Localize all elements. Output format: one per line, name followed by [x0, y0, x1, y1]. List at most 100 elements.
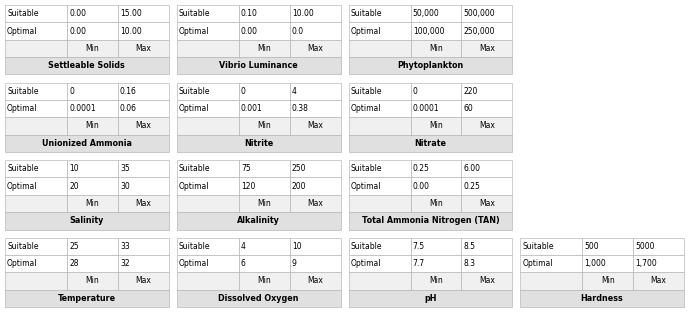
Bar: [5, 135, 169, 152]
Bar: [177, 160, 239, 177]
Text: 28: 28: [69, 259, 79, 268]
Text: 32: 32: [120, 259, 130, 268]
Text: Min: Min: [85, 199, 99, 208]
Bar: [5, 5, 68, 22]
Text: 6: 6: [241, 259, 246, 268]
Bar: [239, 195, 290, 212]
Text: Max: Max: [479, 122, 495, 130]
Bar: [411, 40, 462, 57]
Bar: [5, 40, 68, 57]
Bar: [177, 212, 340, 229]
Bar: [290, 40, 340, 57]
Bar: [5, 57, 169, 75]
Text: Suitable: Suitable: [7, 164, 39, 173]
Bar: [118, 83, 169, 100]
Bar: [349, 238, 411, 255]
Bar: [68, 83, 118, 100]
Bar: [118, 5, 169, 22]
Text: Vibrio Luminance: Vibrio Luminance: [219, 61, 298, 70]
Text: Max: Max: [136, 122, 152, 130]
Text: 0.25: 0.25: [464, 182, 480, 190]
Text: Max: Max: [479, 44, 495, 53]
Text: 4: 4: [241, 242, 246, 251]
Text: Optimal: Optimal: [351, 104, 381, 113]
Text: Max: Max: [307, 199, 323, 208]
Bar: [5, 22, 68, 40]
Bar: [118, 272, 169, 290]
Text: Unionized Ammonia: Unionized Ammonia: [42, 139, 132, 148]
Text: Phytoplankton: Phytoplankton: [398, 61, 464, 70]
Text: Temperature: Temperature: [58, 294, 116, 303]
Text: 0.0001: 0.0001: [413, 104, 440, 113]
Bar: [411, 100, 462, 117]
Bar: [68, 117, 118, 135]
Text: 7.5: 7.5: [413, 242, 425, 251]
Bar: [177, 195, 239, 212]
Bar: [290, 100, 340, 117]
Bar: [462, 238, 512, 255]
Bar: [177, 135, 340, 152]
Text: Alkalinity: Alkalinity: [237, 216, 280, 225]
Bar: [118, 255, 169, 272]
Text: Max: Max: [136, 199, 152, 208]
Text: Hardness: Hardness: [581, 294, 624, 303]
Bar: [349, 5, 411, 22]
Text: Min: Min: [258, 122, 271, 130]
Bar: [633, 238, 684, 255]
Bar: [290, 177, 340, 195]
Text: Min: Min: [429, 122, 443, 130]
Bar: [349, 135, 512, 152]
Bar: [118, 117, 169, 135]
Text: 0: 0: [241, 87, 246, 96]
Bar: [239, 238, 290, 255]
Bar: [349, 40, 411, 57]
Text: Min: Min: [258, 277, 271, 286]
Text: Optimal: Optimal: [7, 259, 37, 268]
Bar: [239, 22, 290, 40]
Bar: [68, 195, 118, 212]
Text: Max: Max: [307, 122, 323, 130]
Bar: [290, 238, 340, 255]
Bar: [177, 272, 239, 290]
Text: 0.001: 0.001: [241, 104, 263, 113]
Bar: [411, 83, 462, 100]
Text: Suitable: Suitable: [178, 242, 210, 251]
Bar: [177, 57, 340, 75]
Text: 10: 10: [69, 164, 79, 173]
Text: Min: Min: [429, 277, 443, 286]
Bar: [462, 195, 512, 212]
Bar: [411, 5, 462, 22]
Bar: [177, 177, 239, 195]
Text: Min: Min: [429, 44, 443, 53]
Text: Optimal: Optimal: [7, 26, 37, 35]
Bar: [290, 83, 340, 100]
Bar: [349, 117, 411, 135]
Bar: [633, 272, 684, 290]
Bar: [118, 100, 169, 117]
Bar: [177, 238, 239, 255]
Bar: [118, 40, 169, 57]
Text: 20: 20: [69, 182, 79, 190]
Bar: [118, 195, 169, 212]
Bar: [177, 22, 239, 40]
Bar: [349, 22, 411, 40]
Text: 60: 60: [464, 104, 473, 113]
Text: 50,000: 50,000: [413, 9, 440, 18]
Bar: [177, 83, 239, 100]
Bar: [349, 83, 411, 100]
Bar: [582, 238, 633, 255]
Text: 0.10: 0.10: [241, 9, 258, 18]
Text: 9: 9: [291, 259, 296, 268]
Bar: [349, 290, 512, 307]
Bar: [411, 160, 462, 177]
Text: Optimal: Optimal: [522, 259, 553, 268]
Text: 0.00: 0.00: [241, 26, 258, 35]
Bar: [5, 195, 68, 212]
Text: 250: 250: [291, 164, 306, 173]
Bar: [239, 100, 290, 117]
Bar: [290, 117, 340, 135]
Text: 1,000: 1,000: [584, 259, 606, 268]
Bar: [177, 40, 239, 57]
Text: Optimal: Optimal: [351, 259, 381, 268]
Bar: [520, 255, 582, 272]
